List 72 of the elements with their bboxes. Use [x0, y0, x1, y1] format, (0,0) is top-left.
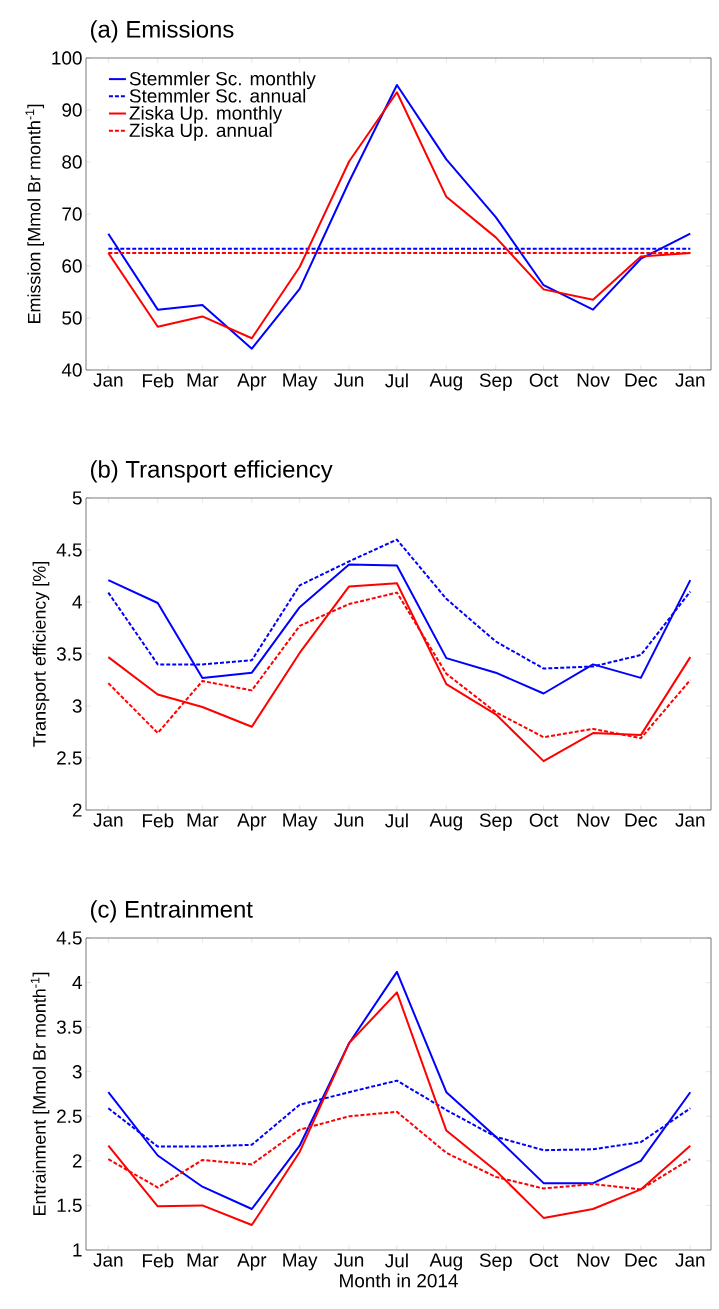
y-tick-label: 50 — [62, 311, 82, 325]
x-tick-label: Jan — [675, 1253, 705, 1267]
y-tick-label: 80 — [62, 155, 82, 169]
y-tick-label: 1.5 — [57, 1198, 82, 1213]
y-tick-label: 3 — [72, 1065, 82, 1079]
x-tick-label: Feb — [142, 373, 174, 388]
x-tick-label: Mar — [187, 1253, 219, 1267]
x-tick-label: Jan — [675, 373, 705, 387]
y-axis-title: Transport efficiency [%] — [32, 562, 50, 747]
x-tick-label: Oct — [529, 813, 559, 827]
x-tick-label: Jan — [93, 1253, 123, 1267]
x-tick-label: Nov — [577, 1253, 610, 1267]
x-tick-label: Nov — [577, 373, 610, 387]
y-tick-label: 100 — [52, 51, 82, 65]
legend-label: Ziska Up. monthly — [129, 105, 283, 124]
y-tick-label: 3 — [72, 699, 82, 713]
chart-title: (c) Entrainment — [91, 900, 253, 923]
x-tick-label: Sep — [479, 1253, 512, 1271]
x-tick-label: Jul — [385, 1253, 408, 1268]
x-tick-label: May — [283, 1253, 318, 1271]
legend-label: Ziska Up. annual — [129, 123, 272, 141]
y-tick-label: 2 — [72, 1154, 82, 1168]
x-tick-label: May — [283, 373, 318, 391]
y-tick-label: 60 — [62, 259, 82, 273]
x-tick-label: Aug — [429, 373, 462, 391]
x-tick-label: Dec — [625, 813, 658, 827]
x-tick-label: Apr — [237, 373, 267, 391]
y-tick-label: 4.5 — [56, 931, 82, 945]
y-tick-label: 70 — [62, 207, 82, 221]
chart-title: (b) Transport efficiency — [91, 460, 333, 483]
x-tick-label: Oct — [529, 1253, 559, 1267]
y-tick-label: 2.5 — [57, 751, 82, 765]
x-tick-label: Dec — [625, 373, 658, 387]
y-tick-label: 2.5 — [57, 1109, 82, 1123]
x-tick-label: Jun — [334, 1253, 364, 1267]
legend-label: Stemmler Sc. annual — [129, 88, 306, 103]
y-tick-label: 5 — [72, 491, 82, 505]
line-series — [107, 582, 692, 763]
x-tick-label: Jul — [385, 813, 408, 828]
y-tick-label: 3.5 — [56, 1020, 82, 1034]
x-axis-title: Month in 2014 — [340, 1273, 458, 1288]
y-axis-title: Entrainment [Mmol Br month$^{-1}$] — [30, 972, 50, 1215]
x-tick-label: Apr — [237, 813, 267, 831]
y-tick-label: 4 — [72, 595, 82, 609]
x-tick-label: Jan — [93, 373, 123, 387]
x-tick-label: Jul — [385, 373, 408, 388]
x-tick-label: Dec — [625, 1253, 658, 1267]
y-tick-label: 3.5 — [56, 647, 82, 661]
x-tick-label: Jun — [334, 373, 364, 387]
y-tick-label: 2 — [72, 803, 82, 817]
y-tick-label: 40 — [61, 363, 82, 377]
x-tick-label: Nov — [577, 813, 610, 827]
x-tick-label: Aug — [429, 1253, 462, 1271]
x-tick-label: Apr — [237, 1253, 267, 1271]
x-tick-label: Mar — [187, 813, 219, 827]
x-tick-label: Aug — [429, 813, 462, 831]
x-tick-label: Sep — [479, 813, 512, 831]
x-tick-label: Sep — [479, 373, 512, 391]
chart-title: (a) Emissions — [91, 20, 234, 43]
y-tick-label: 90 — [62, 103, 82, 117]
y-tick-label: 4.5 — [56, 543, 82, 557]
x-tick-label: Jun — [334, 813, 364, 827]
y-axis-title: Emission [Mmol Br month$^{-1}$] — [25, 104, 45, 323]
x-tick-label: Jan — [675, 813, 705, 827]
x-tick-label: Mar — [187, 373, 219, 387]
x-tick-label: Oct — [529, 373, 559, 387]
y-tick-label: 4 — [72, 976, 82, 990]
x-tick-label: Feb — [142, 1253, 174, 1268]
x-tick-label: Feb — [142, 813, 174, 828]
y-tick-label: 1 — [73, 1243, 82, 1257]
x-tick-label: Jan — [93, 813, 123, 827]
x-tick-label: May — [283, 813, 318, 831]
